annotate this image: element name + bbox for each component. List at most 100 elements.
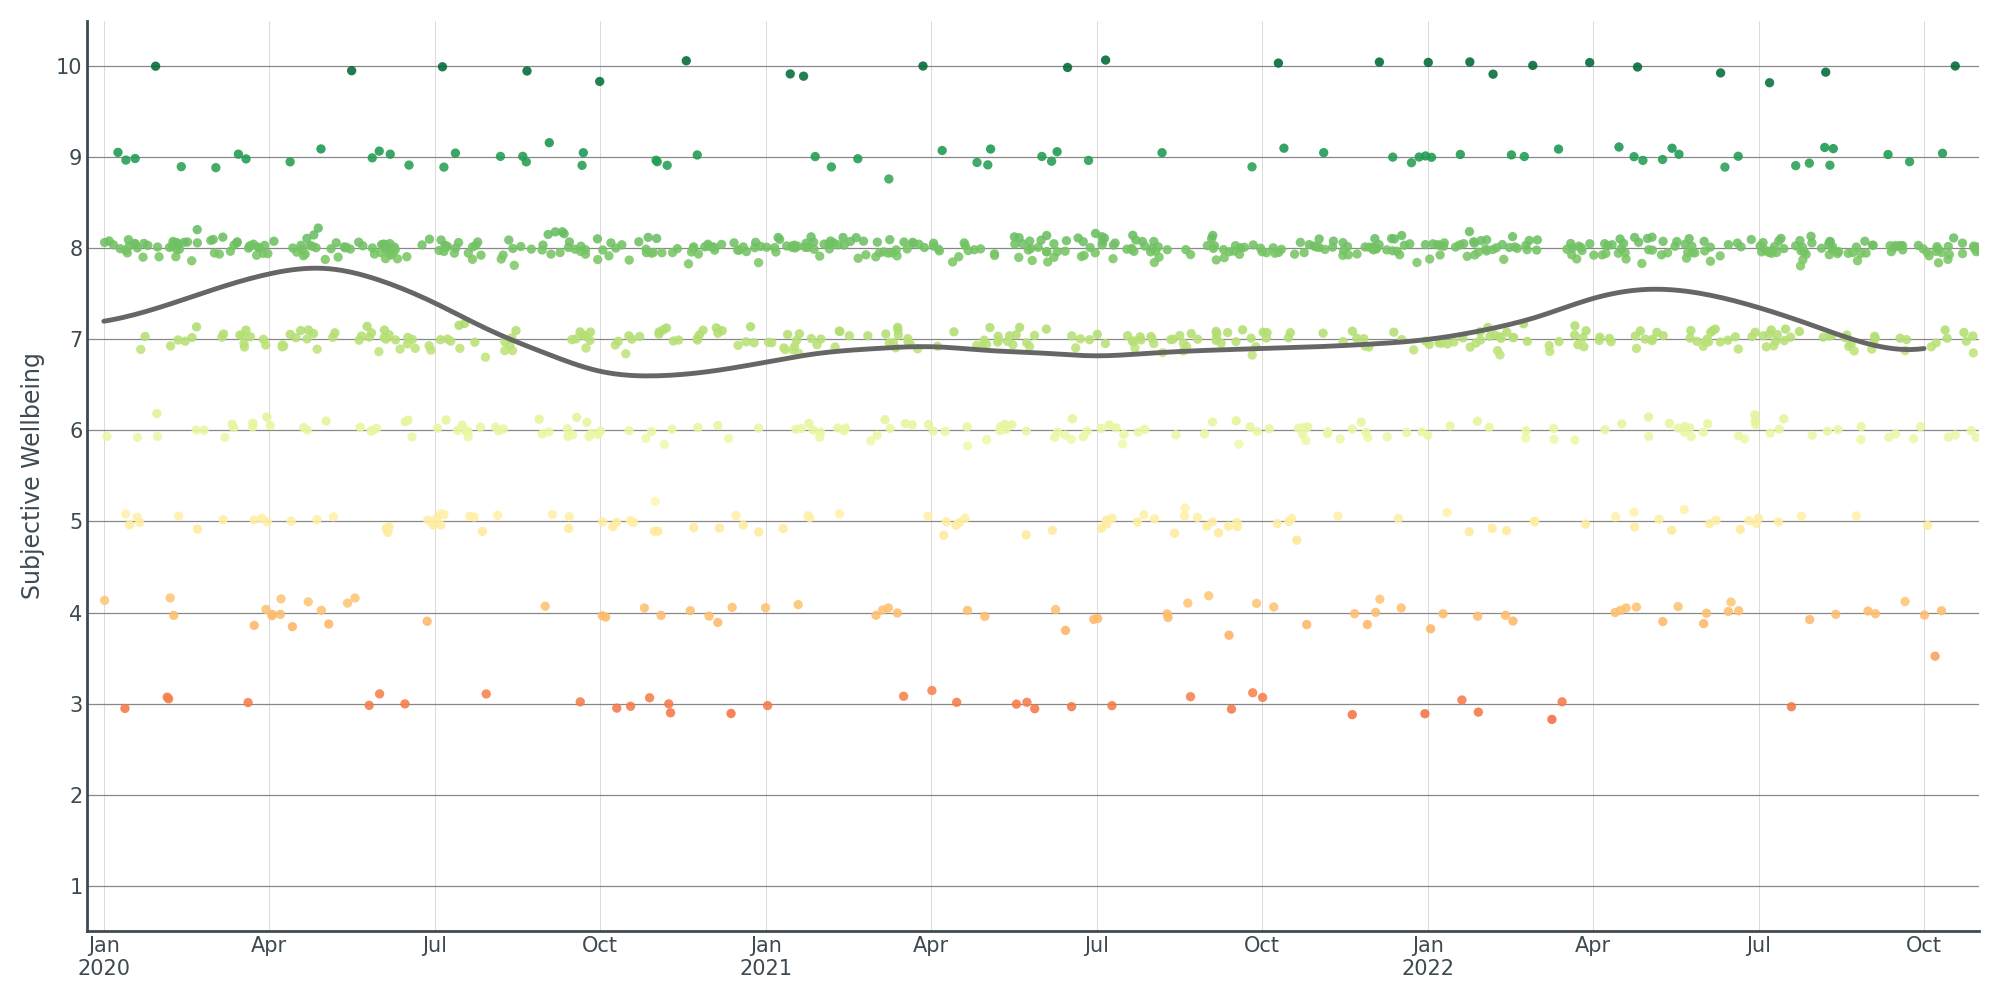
Point [1632, 242, 1664, 258]
Point [938, 324, 970, 340]
Point [582, 231, 614, 247]
Point [1912, 517, 1944, 533]
Point [1428, 606, 1460, 622]
Point [1280, 532, 1312, 548]
Point [1692, 334, 1724, 350]
Point [816, 159, 848, 175]
Point [172, 234, 204, 250]
Point [412, 613, 444, 629]
Point [1476, 520, 1508, 536]
Point [1056, 431, 1088, 447]
Point [1740, 515, 1772, 531]
Point [1088, 230, 1120, 246]
Point [1212, 518, 1244, 534]
Point [1136, 331, 1168, 347]
Point [1192, 588, 1224, 604]
Point [1518, 513, 1550, 529]
Point [824, 323, 856, 339]
Point [1768, 411, 1800, 427]
Point [90, 428, 122, 444]
Point [1474, 328, 1506, 344]
Point [1192, 238, 1224, 254]
Point [804, 424, 836, 440]
Point [166, 159, 198, 175]
Point [1636, 229, 1668, 245]
Point [540, 224, 572, 240]
Point [584, 423, 616, 439]
Point [968, 332, 1000, 348]
Point [1708, 159, 1740, 175]
Point [1726, 239, 1758, 255]
Point [1056, 411, 1088, 427]
Point [1558, 327, 1590, 343]
Point [1432, 504, 1464, 520]
Point [614, 512, 646, 528]
Point [1700, 512, 1732, 528]
Point [1198, 238, 1230, 254]
Point [1876, 244, 1908, 260]
Point [1448, 236, 1480, 252]
Point [1490, 523, 1522, 539]
Point [132, 237, 164, 253]
Point [1298, 238, 1330, 254]
Point [182, 222, 214, 238]
Point [154, 338, 186, 354]
Point [1116, 242, 1148, 258]
Point [1292, 419, 1324, 435]
Point [814, 236, 846, 252]
Point [230, 322, 262, 338]
Point [784, 326, 816, 342]
Point [130, 328, 162, 344]
Point [1464, 324, 1496, 340]
Point [1724, 521, 1756, 537]
Point [1482, 343, 1514, 359]
Point [780, 240, 812, 256]
Point [1498, 330, 1530, 346]
Point [1386, 228, 1418, 244]
Point [226, 328, 258, 344]
Point [110, 242, 142, 258]
Point [916, 683, 948, 699]
Point [646, 607, 678, 623]
Point [1668, 419, 1700, 435]
Point [1128, 421, 1160, 437]
Point [238, 236, 270, 252]
Point [206, 229, 238, 245]
Point [1364, 591, 1396, 607]
Point [1566, 240, 1598, 256]
Point [252, 246, 284, 262]
Point [1812, 423, 1844, 439]
Point [1294, 237, 1326, 253]
Point [188, 422, 220, 438]
Point [868, 412, 900, 428]
Point [970, 336, 1002, 352]
Point [1722, 148, 1754, 164]
Point [1246, 689, 1278, 705]
Point [1312, 426, 1344, 442]
Point [432, 238, 464, 254]
Point [1328, 235, 1360, 251]
Point [1814, 247, 1846, 263]
Point [978, 247, 1010, 263]
Point [234, 238, 266, 254]
Point [862, 234, 894, 250]
Point [428, 159, 460, 175]
Point [1106, 436, 1138, 452]
Point [1642, 511, 1674, 527]
Point [776, 238, 808, 254]
Point [1408, 706, 1440, 722]
Point [1390, 424, 1422, 440]
Point [762, 229, 794, 245]
Point [1122, 424, 1154, 440]
Point [1856, 341, 1888, 357]
Point [1836, 244, 1868, 260]
Point [162, 508, 194, 524]
Point [570, 414, 602, 430]
Point [1236, 347, 1268, 363]
Point [1122, 514, 1154, 530]
Point [730, 244, 762, 260]
Point [232, 695, 264, 711]
Point [346, 238, 378, 254]
Point [218, 237, 250, 253]
Point [256, 608, 288, 624]
